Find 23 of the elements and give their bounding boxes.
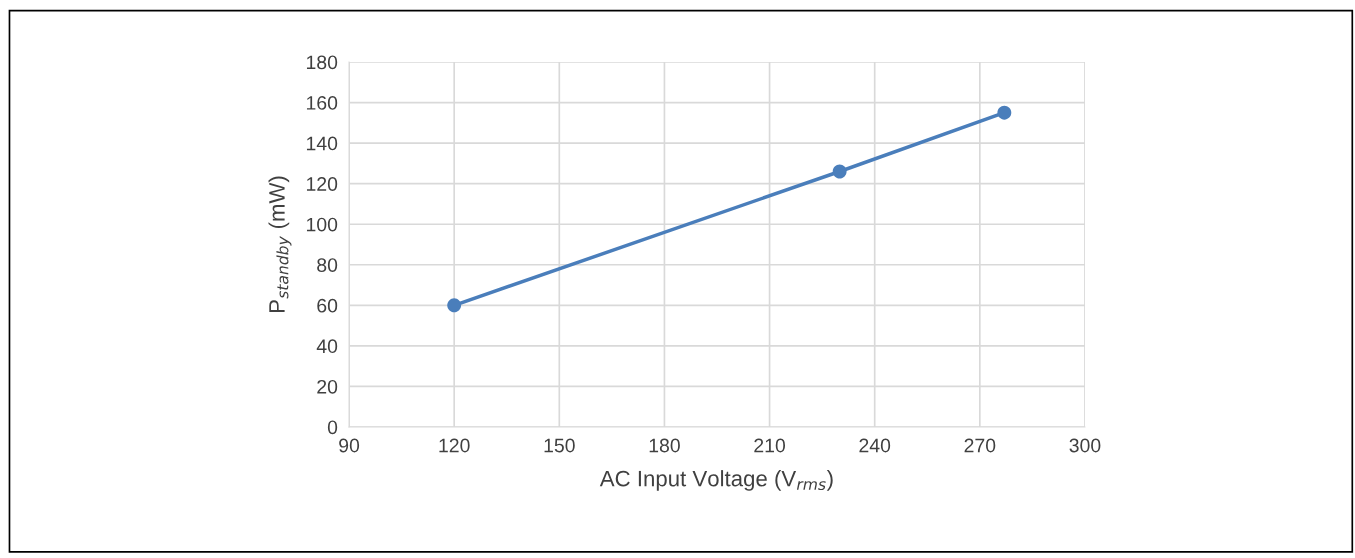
x-tick-label: 300 <box>1069 438 1101 453</box>
y-tick-label: 180 <box>306 55 338 70</box>
x-tick-label: 210 <box>754 438 786 453</box>
y-tick-label: 100 <box>306 217 338 232</box>
y-axis-title: P$_{standby}$ (mW) <box>268 176 292 312</box>
y-tick-label: 140 <box>306 136 338 151</box>
y-tick-label: 160 <box>306 96 338 110</box>
x-axis-title: AC Input Voltage (V$_{rms}$) <box>599 470 833 491</box>
x-tick-label: 180 <box>649 438 680 453</box>
y-tick-label: 120 <box>306 177 338 191</box>
point <box>447 298 462 313</box>
y-tick-label: 80 <box>317 258 338 272</box>
point <box>997 105 1012 120</box>
y-tick-label: 0 <box>327 420 338 435</box>
x-tick-label: 90 <box>339 438 360 453</box>
x-tick-label: 150 <box>544 438 575 453</box>
y-tick-label: 40 <box>316 339 338 354</box>
x-tick-label: 120 <box>439 438 470 453</box>
y-tick-label: 60 <box>317 298 338 313</box>
point <box>832 164 847 179</box>
x-tick-label: 240 <box>859 438 891 453</box>
x-tick-label: 270 <box>964 438 996 453</box>
y-tick-label: 20 <box>317 379 338 394</box>
